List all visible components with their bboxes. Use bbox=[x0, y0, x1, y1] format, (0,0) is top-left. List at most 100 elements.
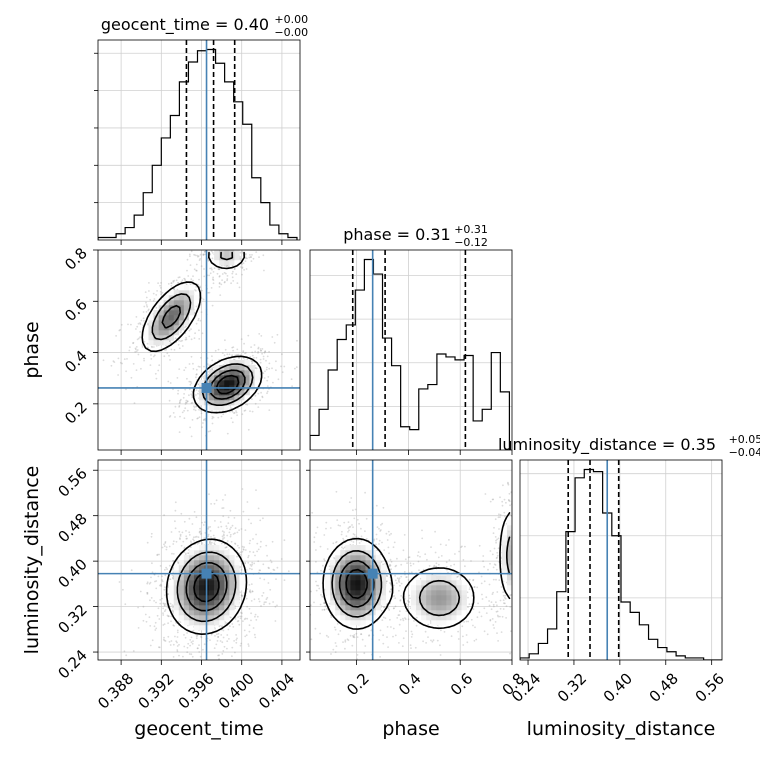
density-cell bbox=[173, 300, 180, 306]
density-cell bbox=[188, 600, 195, 606]
sample-point bbox=[240, 594, 243, 597]
density-cell bbox=[451, 600, 457, 606]
sample-point bbox=[305, 604, 307, 606]
sample-point bbox=[512, 531, 514, 533]
density-cell bbox=[224, 610, 230, 616]
sample-point bbox=[234, 651, 236, 654]
sample-point bbox=[148, 282, 150, 284]
sample-point bbox=[145, 311, 148, 313]
sample-point bbox=[154, 629, 157, 631]
density-cell bbox=[441, 590, 447, 596]
density-cell bbox=[350, 605, 356, 611]
sample-point bbox=[250, 346, 253, 348]
sample-point bbox=[295, 618, 297, 620]
sample-point bbox=[193, 511, 196, 513]
density-cell bbox=[436, 620, 442, 626]
sample-point bbox=[503, 596, 506, 599]
sample-point bbox=[232, 280, 235, 282]
sample-point bbox=[249, 539, 252, 542]
sample-point bbox=[226, 634, 229, 636]
density-cell bbox=[153, 325, 159, 331]
sample-point bbox=[183, 520, 186, 523]
sample-point bbox=[201, 332, 204, 335]
sample-point bbox=[211, 359, 214, 362]
sample-point bbox=[268, 409, 271, 411]
density-cell bbox=[239, 365, 245, 371]
sample-point bbox=[231, 421, 234, 424]
density-cell bbox=[173, 590, 180, 596]
sample-point bbox=[328, 568, 331, 571]
sample-point bbox=[211, 410, 213, 412]
sample-point bbox=[207, 291, 210, 294]
sample-point bbox=[169, 340, 171, 343]
sample-point bbox=[352, 541, 355, 543]
title-minus: −0.12 bbox=[454, 236, 488, 249]
sample-point bbox=[335, 645, 338, 647]
sample-point bbox=[355, 632, 358, 635]
sample-point bbox=[258, 256, 260, 258]
sample-point bbox=[196, 543, 199, 545]
sample-point bbox=[164, 594, 167, 596]
sample-point bbox=[262, 592, 265, 594]
sample-point bbox=[251, 354, 254, 357]
sample-point bbox=[118, 581, 121, 583]
sample-point bbox=[153, 346, 155, 348]
sample-point bbox=[496, 556, 498, 559]
density-cell bbox=[199, 395, 205, 401]
sample-point bbox=[179, 415, 181, 418]
sample-point bbox=[259, 519, 262, 522]
sample-point bbox=[163, 623, 166, 625]
sample-point bbox=[351, 524, 353, 526]
sample-point bbox=[234, 247, 236, 249]
sample-point bbox=[364, 645, 367, 647]
sample-point bbox=[384, 563, 386, 565]
density-cell bbox=[229, 590, 235, 596]
sample-point bbox=[473, 586, 476, 588]
sample-point bbox=[348, 526, 351, 529]
sample-point bbox=[280, 558, 283, 560]
density-cell bbox=[229, 605, 235, 611]
sample-point bbox=[239, 617, 242, 620]
sample-point bbox=[238, 356, 240, 359]
sample-point bbox=[283, 579, 286, 581]
sample-point bbox=[520, 538, 522, 540]
sample-point bbox=[139, 331, 142, 333]
sample-point bbox=[235, 639, 238, 641]
sample-point bbox=[209, 541, 211, 544]
sample-point bbox=[356, 636, 359, 638]
sample-point bbox=[390, 588, 393, 590]
sample-point bbox=[334, 651, 337, 653]
density-cell bbox=[173, 325, 180, 331]
sample-point bbox=[307, 610, 309, 612]
sample-point bbox=[304, 547, 306, 549]
density-cell bbox=[355, 610, 361, 616]
sample-point bbox=[514, 488, 516, 490]
sample-point bbox=[164, 568, 166, 571]
sample-point bbox=[323, 602, 326, 605]
sample-point bbox=[244, 252, 247, 255]
sample-point bbox=[370, 629, 373, 632]
density-cell bbox=[199, 595, 205, 601]
sample-point bbox=[395, 564, 398, 567]
sample-point bbox=[123, 650, 126, 653]
sample-point bbox=[380, 524, 382, 526]
density-cell bbox=[188, 575, 195, 581]
density-cell bbox=[183, 285, 190, 291]
sample-point bbox=[235, 411, 238, 414]
density-cell bbox=[209, 625, 215, 631]
density-cell bbox=[431, 615, 437, 621]
sample-point bbox=[172, 553, 175, 555]
sample-point bbox=[398, 614, 401, 616]
sample-point bbox=[192, 640, 194, 642]
density-cell bbox=[340, 615, 346, 621]
sample-point bbox=[257, 548, 260, 551]
sample-point bbox=[211, 422, 214, 425]
title-luminosity_distance: luminosity_distance = 0.35 bbox=[498, 435, 716, 455]
sample-point bbox=[211, 304, 214, 307]
sample-point bbox=[255, 619, 258, 621]
density-cell bbox=[173, 595, 180, 601]
sample-point bbox=[240, 611, 242, 614]
density-cell bbox=[219, 605, 225, 611]
sample-point bbox=[210, 633, 213, 636]
histogram-phase bbox=[310, 258, 511, 450]
